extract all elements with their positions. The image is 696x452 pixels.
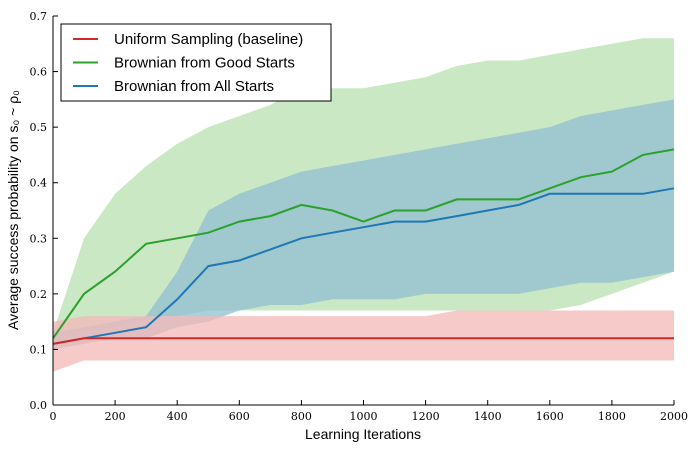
- x-tick-label: 1600: [536, 410, 564, 423]
- series-line-1: [52, 337, 674, 345]
- y-tick-label: 0.4: [30, 177, 48, 190]
- x-tick-label: 1400: [474, 410, 502, 423]
- x-axis-label: Learning Iterations: [305, 426, 421, 442]
- y-ticks: 0.0 0.1 0.2 0.3 0.4 0.5 0.6 0.7: [30, 10, 58, 412]
- band-1: [53, 310, 674, 372]
- x-tick-label: 1000: [350, 410, 378, 423]
- legend-label-1: Uniform Sampling (baseline): [114, 31, 303, 48]
- y-tick-label: 0.7: [30, 10, 48, 23]
- legend-label-2: Brownian from Good Starts: [114, 55, 295, 72]
- y-tick-label: 0.2: [30, 288, 48, 301]
- x-tick-label: 0: [50, 410, 57, 423]
- x-tick-label: 1800: [598, 410, 626, 423]
- band-3: [53, 99, 674, 350]
- legend: Uniform Sampling (baseline) Brownian from…: [60, 23, 332, 102]
- y-tick-label: 0.0: [30, 399, 48, 412]
- y-axis-label: Average success probability on s₀ ~ ρ₀: [5, 90, 21, 330]
- legend-box: [60, 23, 332, 102]
- series-lines-layer: [52, 148, 675, 345]
- x-tick-label: 1200: [412, 410, 440, 423]
- y-tick-label: 0.5: [30, 121, 48, 134]
- x-tick-label: 400: [167, 410, 188, 423]
- y-tick-label: 0.1: [30, 343, 48, 356]
- x-tick-label: 800: [291, 410, 312, 423]
- x-ticks: 0 200 400 600 800 1000 1200 1400 1600 1800 2000: [50, 400, 688, 423]
- series-line-3: [52, 187, 675, 345]
- x-tick-label: 600: [229, 410, 250, 423]
- legend-label-3: Brownian from All Starts: [114, 78, 274, 95]
- x-tick-label: 2000: [660, 410, 688, 423]
- x-tick-label: 200: [105, 410, 126, 423]
- y-tick-label: 0.3: [30, 232, 48, 245]
- y-tick-label: 0.6: [30, 66, 48, 79]
- series-line-2: [52, 148, 675, 339]
